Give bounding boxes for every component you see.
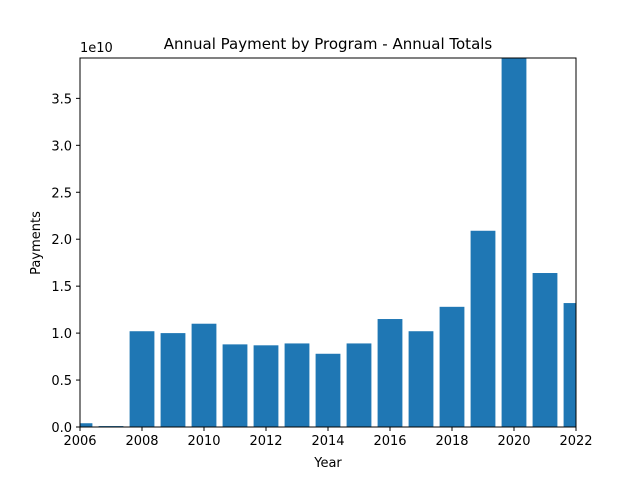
y-tick-label: 2.0	[51, 233, 72, 248]
y-tick-label: 2.5	[51, 186, 72, 201]
bar-2019	[470, 230, 496, 427]
bar-2006	[80, 423, 93, 427]
x-tick-label: 2014	[311, 434, 344, 449]
x-tick-label: 2012	[249, 434, 282, 449]
x-tick-label: 2010	[187, 434, 220, 449]
bar-2020	[501, 58, 527, 427]
bar-2008	[129, 331, 155, 427]
x-tick-label: 2020	[497, 434, 530, 449]
bar-2011	[222, 344, 248, 427]
y-tick-label: 1.5	[51, 280, 72, 295]
bar-2010	[191, 323, 217, 427]
x-axis-label: Year	[313, 456, 342, 471]
bar-2017	[408, 331, 434, 427]
bar-2014	[315, 353, 341, 427]
y-tick-label: 0.0	[51, 421, 72, 436]
x-tick-label: 2016	[373, 434, 406, 449]
y-tick-label: 1.0	[51, 327, 72, 342]
bar-2009	[160, 333, 186, 427]
y-scale-label: 1e10	[80, 41, 113, 56]
y-tick-label: 0.5	[51, 374, 72, 389]
bar-2015	[346, 343, 372, 427]
bar-2016	[377, 319, 403, 427]
bar-2012	[253, 345, 279, 427]
x-tick-label: 2022	[559, 434, 592, 449]
y-axis-label: Payments	[29, 211, 44, 275]
bars-group	[80, 58, 576, 427]
y-tick-label: 3.5	[51, 92, 72, 107]
x-ticks-group: 2006 2008 2010 2012 2014 2016 2018 2020 2022	[63, 427, 593, 449]
x-tick-label: 2006	[63, 434, 96, 449]
bar-2021	[532, 273, 558, 427]
bar-2018	[439, 306, 465, 427]
y-tick-label: 3.0	[51, 139, 72, 154]
x-tick-label: 2008	[125, 434, 158, 449]
bar-2013	[284, 343, 310, 427]
x-tick-label: 2018	[435, 434, 468, 449]
y-ticks-group: 0.0 0.5 1.0 1.5 2.0 2.5 3.0 3.5	[51, 92, 80, 436]
bar-2022	[563, 303, 576, 427]
chart-title: Annual Payment by Program - Annual Total…	[164, 35, 493, 53]
